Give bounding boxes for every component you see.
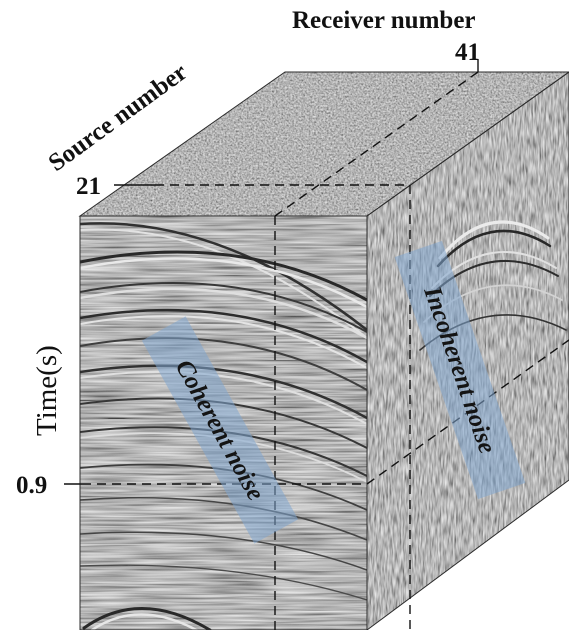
cube-edges <box>78 71 569 630</box>
receiver-axis-label: Receiver number <box>292 7 476 34</box>
side-events <box>419 220 567 351</box>
time-axis-label: Time(s) <box>31 345 63 436</box>
receiver-tick-label: 41 <box>455 39 480 66</box>
source-tick-label: 21 <box>76 173 101 200</box>
time-tick-label: 0.9 <box>16 472 47 499</box>
